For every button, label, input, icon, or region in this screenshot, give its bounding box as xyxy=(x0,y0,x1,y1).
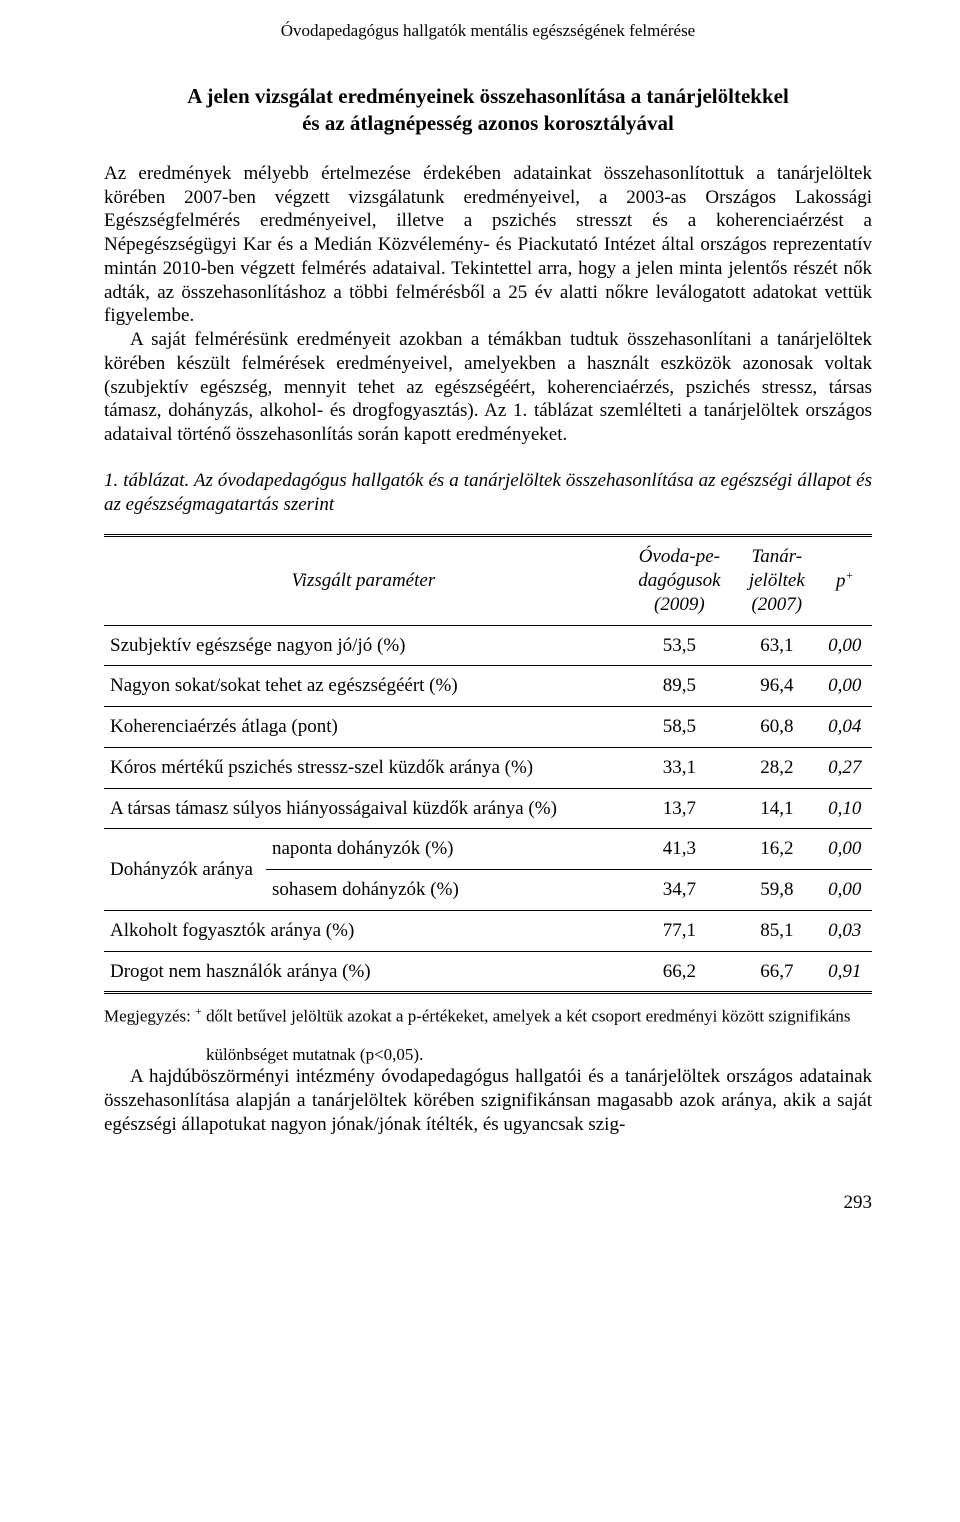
note-lead: Megjegyzés: xyxy=(104,1007,195,1026)
comparison-table: Vizsgált paraméter Óvoda-pe- dagógusok (… xyxy=(104,534,872,994)
col-header-param: Vizsgált paraméter xyxy=(104,536,623,625)
cell-value: 28,2 xyxy=(736,747,818,788)
table-row: Alkoholt fogyasztók aránya (%) 77,1 85,1… xyxy=(104,910,872,951)
cell-value: 63,1 xyxy=(736,625,818,666)
cell-value: 34,7 xyxy=(623,870,736,911)
row-group-label-smoking: Dohányzók aránya xyxy=(104,829,266,911)
cell-value: 77,1 xyxy=(623,910,736,951)
paragraph-1: Az eredmények mélyebb értelmezése érdeké… xyxy=(104,162,872,328)
row-sublabel: naponta dohányzók (%) xyxy=(266,829,623,870)
cell-pvalue: 0,04 xyxy=(818,707,872,748)
row-sublabel: sohasem dohányzók (%) xyxy=(266,870,623,911)
col-header-ovoda: Óvoda-pe- dagógusok (2009) xyxy=(623,536,736,625)
col-header-ovoda-l2: dagógusok xyxy=(638,570,720,591)
cell-pvalue: 0,00 xyxy=(818,829,872,870)
table-row: Koherenciaérzés átlaga (pont) 58,5 60,8 … xyxy=(104,707,872,748)
cell-pvalue: 0,03 xyxy=(818,910,872,951)
section-title-line1: A jelen vizsgálat eredményeinek összehas… xyxy=(187,84,789,108)
cell-value: 14,1 xyxy=(736,788,818,829)
cell-pvalue: 0,00 xyxy=(818,666,872,707)
row-label: Koherenciaérzés átlaga (pont) xyxy=(104,707,623,748)
col-header-tanar: Tanár- jelöltek (2007) xyxy=(736,536,818,625)
section-title: A jelen vizsgálat eredményeinek összehas… xyxy=(104,83,872,136)
cell-value: 66,2 xyxy=(623,951,736,993)
cell-value: 58,5 xyxy=(623,707,736,748)
cell-pvalue: 0,00 xyxy=(818,870,872,911)
col-header-tanar-l1: Tanár- xyxy=(751,546,802,567)
cell-value: 89,5 xyxy=(623,666,736,707)
note-sup: + xyxy=(195,1004,202,1018)
cell-value: 33,1 xyxy=(623,747,736,788)
col-header-p-sup: + xyxy=(846,568,854,582)
table-note: Megjegyzés: + dőlt betűvel jelöltük azok… xyxy=(104,1004,872,1027)
table-row: Kóros mértékű pszichés stressz-szel küzd… xyxy=(104,747,872,788)
table-row: A társas támasz súlyos hiányosságaival k… xyxy=(104,788,872,829)
col-header-p-letter: p xyxy=(836,571,846,592)
cell-pvalue: 0,00 xyxy=(818,625,872,666)
cell-value: 66,7 xyxy=(736,951,818,993)
section-title-line2: és az átlagnépesség azonos korosztályáva… xyxy=(302,111,674,135)
cell-value: 60,8 xyxy=(736,707,818,748)
table-row: Drogot nem használók aránya (%) 66,2 66,… xyxy=(104,951,872,993)
row-label: A társas támasz súlyos hiányosságaival k… xyxy=(104,788,623,829)
cell-pvalue: 0,10 xyxy=(818,788,872,829)
table-row: Nagyon sokat/sokat tehet az egészségéért… xyxy=(104,666,872,707)
closing-paragraph: A hajdúböszörményi intézmény óvodapedagó… xyxy=(104,1065,872,1136)
table-caption-text: Az óvodapedagógus hallgatók és a tanárje… xyxy=(104,470,872,515)
col-header-ovoda-l1: Óvoda-pe- xyxy=(639,546,720,567)
cell-value: 53,5 xyxy=(623,625,736,666)
table-row: Dohányzók aránya naponta dohányzók (%) 4… xyxy=(104,829,872,870)
cell-value: 13,7 xyxy=(623,788,736,829)
cell-value: 85,1 xyxy=(736,910,818,951)
col-header-tanar-l3: (2007) xyxy=(751,594,802,615)
cell-pvalue: 0,91 xyxy=(818,951,872,993)
running-header: Óvodapedagógus hallgatók mentális egészs… xyxy=(104,20,872,41)
row-label: Kóros mértékű pszichés stressz-szel küzd… xyxy=(104,747,623,788)
table-row: Szubjektív egészsége nagyon jó/jó (%) 53… xyxy=(104,625,872,666)
col-header-p: p+ xyxy=(818,536,872,625)
cell-pvalue: 0,27 xyxy=(818,747,872,788)
row-label: Nagyon sokat/sokat tehet az egészségéért… xyxy=(104,666,623,707)
note-body-line1: dőlt betűvel jelöltük azokat a p-értékek… xyxy=(202,1007,851,1026)
cell-value: 16,2 xyxy=(736,829,818,870)
row-label: Alkoholt fogyasztók aránya (%) xyxy=(104,910,623,951)
table-caption: 1. táblázat. Az óvodapedagógus hallgatók… xyxy=(104,469,872,517)
row-label: Drogot nem használók aránya (%) xyxy=(104,951,623,993)
row-label: Szubjektív egészsége nagyon jó/jó (%) xyxy=(104,625,623,666)
page-number: 293 xyxy=(104,1191,872,1215)
table-header-row: Vizsgált paraméter Óvoda-pe- dagógusok (… xyxy=(104,536,872,625)
cell-value: 41,3 xyxy=(623,829,736,870)
col-header-tanar-l2: jelöltek xyxy=(749,570,805,591)
paragraph-2: A saját felmérésünk eredményeit azokban … xyxy=(104,328,872,447)
table-caption-lead: 1. táblázat. xyxy=(104,470,194,491)
cell-value: 96,4 xyxy=(736,666,818,707)
col-header-ovoda-l3: (2009) xyxy=(654,594,705,615)
table-note-line2: különbséget mutatnak (p<0,05). xyxy=(104,1044,872,1065)
cell-value: 59,8 xyxy=(736,870,818,911)
